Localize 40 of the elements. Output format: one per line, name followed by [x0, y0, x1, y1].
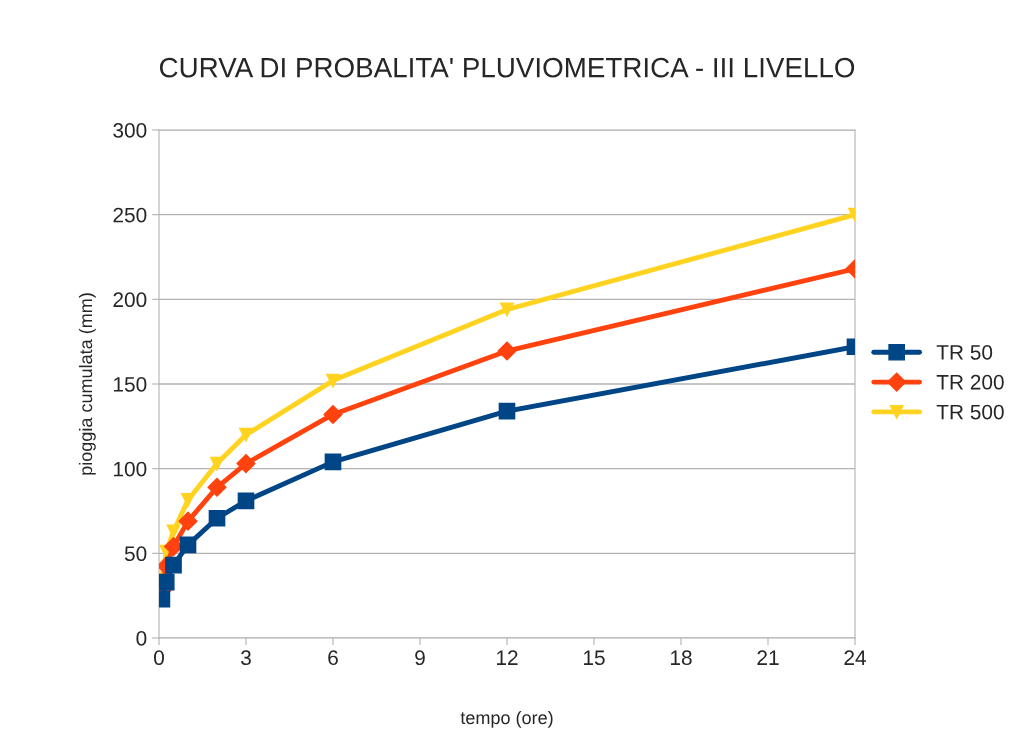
x-tick-label: 3 [241, 650, 251, 666]
x-tick-label: 6 [328, 650, 338, 666]
y-axis-title: pioggia cumulata (mm) [78, 293, 96, 475]
legend-label: TR 50 [936, 345, 993, 360]
point [181, 493, 195, 507]
point [326, 373, 340, 388]
y-tick-label: 200 [113, 292, 147, 308]
point [207, 477, 227, 497]
point [237, 492, 255, 510]
chart-title: CURVA DI PROBALITA' PLUVIOMETRICA - III LIVELLO [159, 57, 855, 78]
point [498, 402, 516, 420]
point [178, 511, 198, 531]
x-tick-label: 18 [671, 650, 692, 666]
point [208, 509, 226, 527]
legend-label: TR 200 [936, 374, 1004, 390]
x-tick-label: 21 [757, 650, 779, 665]
point [210, 456, 224, 471]
x-tick-label: 0 [154, 650, 164, 666]
y-tick-label: 100 [114, 461, 147, 477]
point [323, 404, 343, 425]
point [497, 341, 517, 361]
y-tick-label: 50 [124, 546, 147, 562]
x-tick-label: 9 [415, 650, 425, 666]
point [324, 453, 342, 471]
x-axis-title: tempo (ore) [460, 710, 553, 728]
y-tick-label: 300 [113, 123, 147, 138]
point [236, 454, 256, 474]
point [165, 556, 182, 574]
y-tick-label: 0 [136, 631, 147, 646]
y-tick-label: 250 [113, 207, 147, 223]
x-tick-label: 15 [584, 650, 605, 666]
point [500, 302, 514, 317]
legend-label: TR 500 [936, 404, 1004, 420]
x-tick-label: 12 [497, 650, 518, 665]
point [159, 573, 175, 591]
point [166, 524, 181, 539]
point [239, 427, 253, 442]
point [179, 536, 197, 554]
x-tick-label: 24 [844, 650, 866, 665]
y-tick-label: 150 [114, 377, 147, 392]
